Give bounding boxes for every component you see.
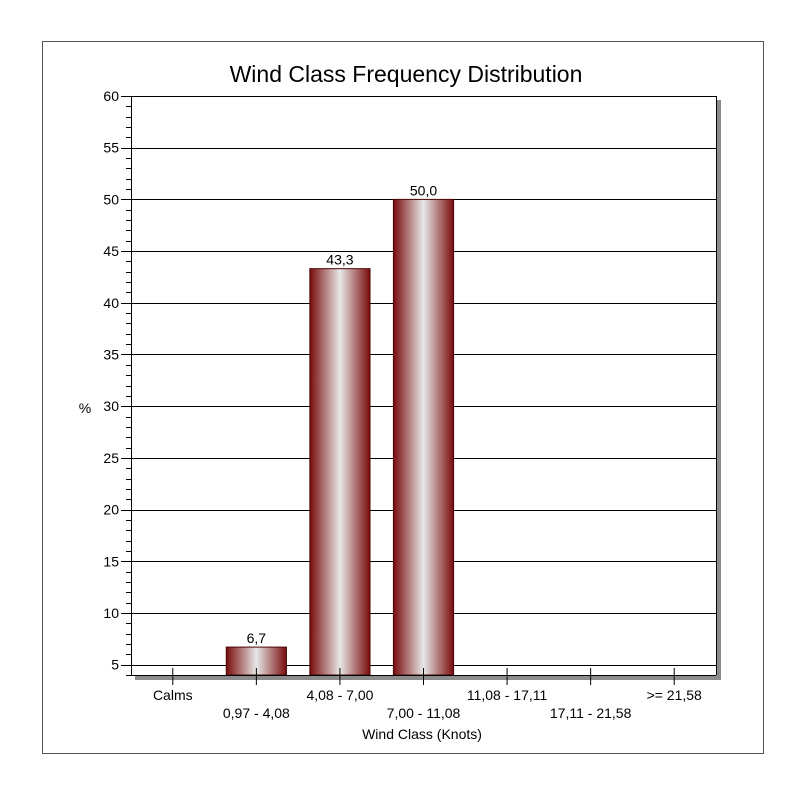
y-tick-label: 35 bbox=[103, 346, 119, 362]
y-tick-label: 30 bbox=[103, 398, 119, 414]
y-tick-label: 25 bbox=[103, 450, 119, 466]
x-tick-label: 17,11 - 21,58 bbox=[550, 705, 632, 721]
y-axis-label: % bbox=[79, 400, 91, 416]
x-axis-label: Wind Class (Knots) bbox=[362, 726, 482, 742]
plot-shadow-right bbox=[716, 100, 721, 680]
y-tick-label: 10 bbox=[103, 605, 119, 621]
plot-shadow-bottom bbox=[135, 675, 721, 680]
y-tick-label: 45 bbox=[103, 243, 119, 259]
x-tick-label: 11,08 - 17,11 bbox=[467, 687, 548, 703]
y-tick-label: 55 bbox=[103, 140, 119, 156]
bar-value-label: 6,7 bbox=[247, 630, 267, 646]
y-tick-label: 5 bbox=[111, 657, 119, 673]
x-tick-label: 4,08 - 7,00 bbox=[306, 687, 373, 703]
x-tick-label: Calms bbox=[153, 687, 193, 703]
y-tick-label: 60 bbox=[103, 88, 119, 104]
y-tick-label: 15 bbox=[103, 553, 119, 569]
x-tick-label: >= 21,58 bbox=[647, 687, 702, 703]
chart-title: Wind Class Frequency Distribution bbox=[230, 61, 583, 87]
bar bbox=[309, 268, 371, 676]
x-tick-label: 0,97 - 4,08 bbox=[223, 705, 290, 721]
bar-value-label: 50,0 bbox=[410, 182, 437, 198]
x-ticks: Calms 0,97 - 4,08 4,08 - 7,00 7,00 - 11,08 1… bbox=[153, 668, 702, 721]
bars: 6,7 43,3 50,0 bbox=[225, 182, 455, 676]
y-tick-label: 20 bbox=[103, 502, 119, 518]
y-ticks: 5 10 15 20 25 30 35 40 45 50 55 60 bbox=[103, 88, 131, 676]
bar bbox=[392, 198, 455, 676]
bar-value-label: 43,3 bbox=[326, 252, 353, 268]
y-tick-label: 50 bbox=[103, 191, 119, 207]
x-tick-label: 7,00 - 11,08 bbox=[387, 705, 461, 721]
y-tick-label: 40 bbox=[103, 295, 119, 311]
